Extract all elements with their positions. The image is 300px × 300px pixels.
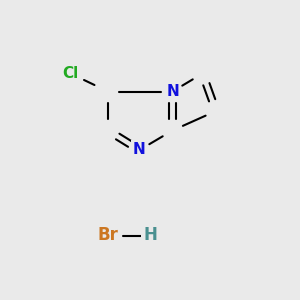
Text: N: N (166, 84, 179, 99)
Text: Br: Br (98, 226, 118, 244)
Text: Cl: Cl (62, 66, 79, 81)
Text: H: H (143, 226, 157, 244)
Text: N: N (133, 142, 146, 158)
